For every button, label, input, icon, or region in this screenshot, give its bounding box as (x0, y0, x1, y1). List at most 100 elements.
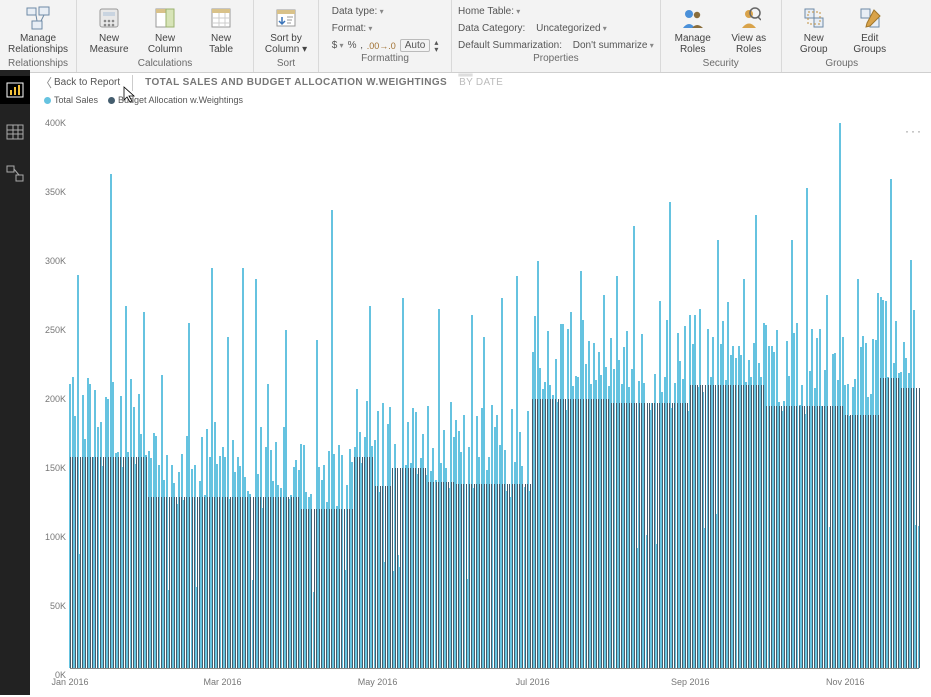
bar-budget (647, 403, 648, 668)
bar-budget (519, 484, 520, 668)
bar-budget (608, 399, 609, 668)
bar-budget (865, 415, 866, 668)
new-column-label: NewColumn (148, 33, 182, 55)
new-group-label: NewGroup (800, 33, 828, 55)
bar-budget (265, 497, 266, 668)
x-tick-label: Sep 2016 (671, 677, 710, 687)
bar-budget (794, 406, 795, 668)
bar-budget (326, 509, 327, 668)
edit-groups-icon (856, 4, 884, 32)
format-dropdown[interactable]: Format: (332, 23, 392, 34)
bar-budget (873, 415, 874, 668)
currency-button[interactable]: $ (332, 40, 344, 51)
bar-budget (568, 399, 569, 668)
bar-budget (471, 484, 472, 668)
view-as-roles-label: View asRoles (731, 33, 766, 55)
bar-budget (697, 385, 698, 668)
bar-budget (730, 385, 731, 668)
bar-budget (240, 497, 241, 668)
bar-budget (425, 468, 426, 668)
stepper-icon[interactable]: ▴▾ (434, 39, 438, 53)
number-format-row: $ % ‚ .00→.0 Auto ▴▾ (332, 38, 439, 53)
bar-budget (436, 482, 437, 668)
new-column-button[interactable]: NewColumn (139, 2, 191, 55)
bar-budget (298, 497, 299, 668)
x-tick-label: Nov 2016 (826, 677, 865, 687)
bar-budget (260, 497, 261, 668)
bar-budget (735, 385, 736, 668)
bar-budget (283, 497, 284, 668)
bar-budget (580, 399, 581, 668)
view-as-roles-button[interactable]: View asRoles (723, 2, 775, 55)
model-view-button[interactable] (0, 160, 30, 188)
data-type-dropdown[interactable]: Data type: (332, 6, 392, 17)
manage-roles-button[interactable]: ManageRoles (667, 2, 719, 55)
bar-budget (103, 457, 104, 668)
bar-budget (143, 457, 144, 668)
edit-groups-button[interactable]: EditGroups (844, 2, 896, 55)
bar-budget (868, 415, 869, 668)
x-tick-label: Jan 2016 (51, 677, 88, 687)
bar-budget (532, 399, 533, 668)
bar-budget (463, 484, 464, 668)
percent-button[interactable]: % (348, 40, 357, 51)
home-table-dropdown[interactable]: Home Table: (458, 6, 520, 17)
auto-decimals-box[interactable]: Auto (400, 39, 431, 52)
data-category-dropdown[interactable]: Uncategorized (536, 23, 607, 34)
decimals-icon[interactable]: .00→.0 (367, 41, 396, 51)
data-view-button[interactable] (0, 118, 30, 146)
new-group-button[interactable]: NewGroup (788, 2, 840, 55)
chevron-left-icon: 〈 (40, 74, 52, 91)
bar-budget (484, 484, 485, 668)
bar-budget (667, 403, 668, 668)
bar-budget (908, 388, 909, 668)
bar-budget (273, 497, 274, 668)
bar-budget (174, 497, 175, 668)
divider (132, 75, 133, 91)
bar-budget (138, 457, 139, 668)
ribbon-group-formatting: Data type: Format: $ % ‚ .00→.0 Auto ▴▾ … (319, 0, 452, 72)
bar-budget (840, 406, 841, 668)
y-tick-label: 300K (34, 256, 66, 266)
bar-budget (176, 497, 177, 668)
bar-budget (913, 388, 914, 668)
back-to-report-button[interactable]: 〈 Back to Report (40, 74, 120, 91)
bar-budget (247, 497, 248, 668)
bar-budget (491, 484, 492, 668)
bar-budget (385, 486, 386, 668)
bar-budget (85, 457, 86, 668)
new-table-button[interactable]: NewTable (195, 2, 247, 55)
report-view-button[interactable] (0, 76, 30, 104)
manage-relationships-button[interactable]: ManageRelationships (6, 2, 70, 55)
legend-item[interactable]: Total Sales (44, 95, 98, 105)
bar-budget (852, 415, 853, 668)
bar-budget (824, 406, 825, 668)
bar-budget (530, 484, 531, 668)
bar-budget (766, 406, 767, 668)
bar-budget (527, 484, 528, 668)
bar-budget (329, 509, 330, 668)
visual-menu-button[interactable]: ··· (905, 124, 923, 138)
sort-by-column-button[interactable]: Sort byColumn ▾ (260, 2, 312, 55)
bar-budget (875, 415, 876, 668)
bar-budget (720, 385, 721, 668)
bar-budget (395, 468, 396, 668)
y-tick-label: 100K (34, 532, 66, 542)
bar-budget (489, 484, 490, 668)
bar-budget (209, 497, 210, 668)
sort-icon (272, 4, 300, 32)
new-measure-button[interactable]: NewMeasure (83, 2, 135, 55)
chart-area[interactable]: 0K50K100K150K200K250K300K350K400K Jan 20… (34, 116, 919, 687)
bar-budget (835, 406, 836, 668)
bar-budget (288, 497, 289, 668)
legend-item[interactable]: Budget Allocation w.Weightings (108, 95, 243, 105)
bar-budget (108, 457, 109, 668)
bar-budget (113, 457, 114, 668)
bar-budget (776, 406, 777, 668)
bar-budget (314, 509, 315, 668)
thousands-button[interactable]: ‚ (360, 40, 362, 51)
bar-budget (186, 497, 187, 668)
default-summarization-dropdown[interactable]: Don't summarize (573, 40, 654, 51)
bar-budget (303, 509, 304, 668)
bar-budget (70, 457, 71, 668)
